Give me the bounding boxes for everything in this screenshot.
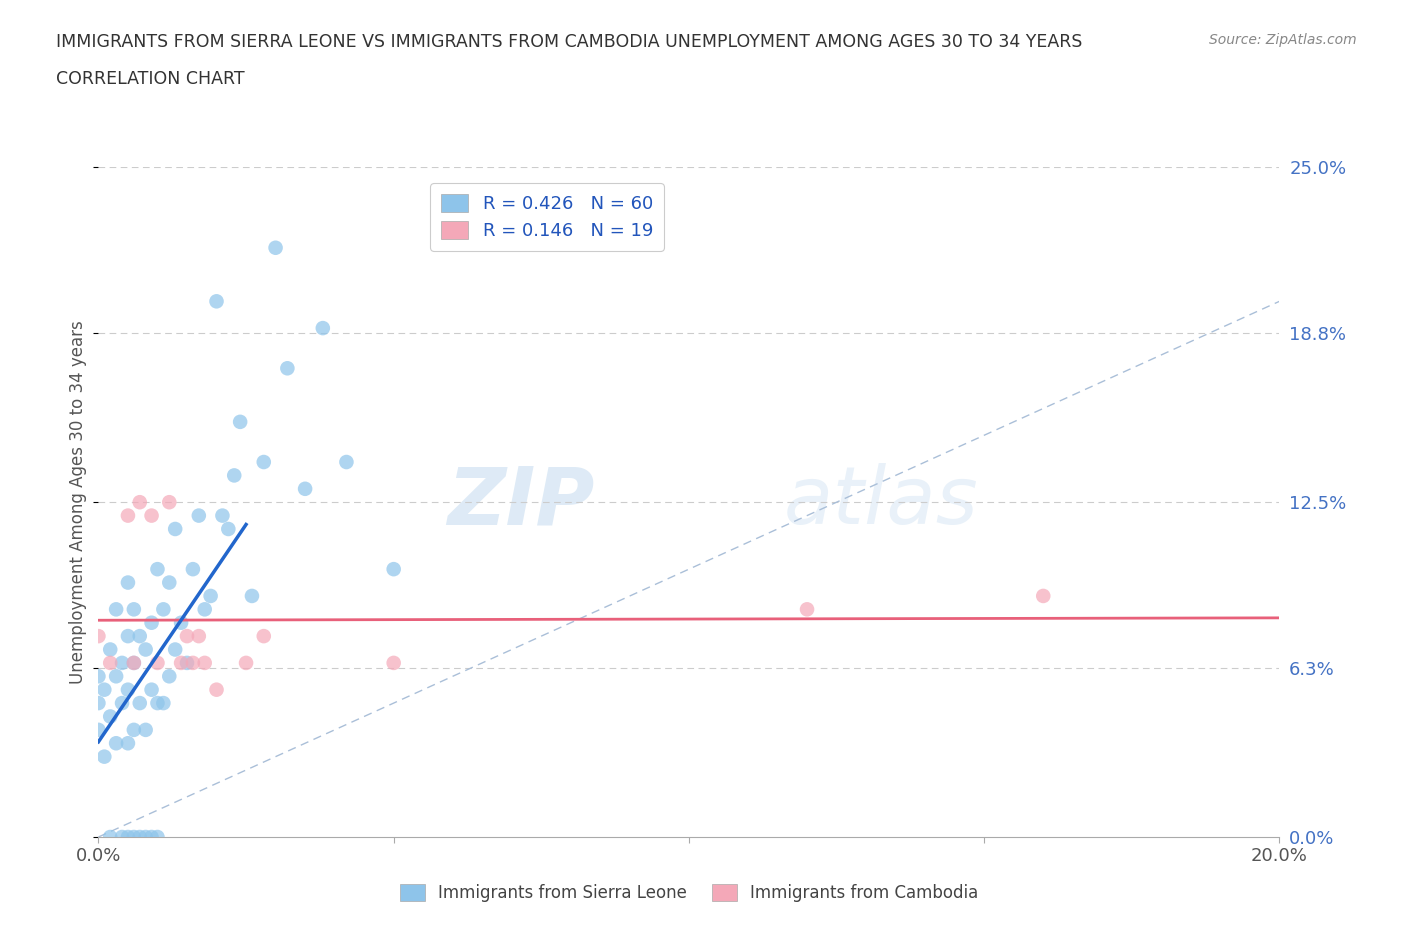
Point [105, 736, 128, 751]
Point [122, 602, 145, 617]
Point [146, 562, 169, 577]
Point [135, 642, 157, 657]
Point [128, 696, 150, 711]
Point [117, 736, 139, 751]
Point [98, 656, 121, 671]
Point [141, 616, 163, 631]
Point [122, 830, 145, 844]
Text: ZIP: ZIP [447, 463, 595, 541]
Point [176, 629, 198, 644]
Point [146, 656, 169, 671]
Point [111, 656, 134, 671]
Point [294, 482, 316, 497]
Point [98, 830, 121, 844]
Point [157, 669, 180, 684]
Point [117, 575, 139, 590]
Point [187, 629, 209, 644]
Point [128, 629, 150, 644]
Point [157, 575, 180, 590]
Point [224, 468, 246, 483]
Point [87, 629, 110, 644]
Point [128, 495, 150, 510]
Point [382, 562, 405, 577]
Point [93, 750, 115, 764]
Y-axis label: Unemployment Among Ages 30 to 34 years: Unemployment Among Ages 30 to 34 years [69, 320, 87, 684]
Legend: Immigrants from Sierra Leone, Immigrants from Cambodia: Immigrants from Sierra Leone, Immigrants… [392, 878, 986, 909]
Point [98, 709, 121, 724]
Point [211, 508, 233, 523]
Point [135, 723, 157, 737]
Point [152, 696, 174, 711]
Point [235, 656, 257, 671]
Point [117, 683, 139, 698]
Point [181, 656, 204, 671]
Point [264, 240, 287, 255]
Point [111, 830, 134, 844]
Point [87, 723, 110, 737]
Text: IMMIGRANTS FROM SIERRA LEONE VS IMMIGRANTS FROM CAMBODIA UNEMPLOYMENT AMONG AGES: IMMIGRANTS FROM SIERRA LEONE VS IMMIGRAN… [56, 33, 1083, 50]
Point [170, 616, 193, 631]
Point [98, 642, 121, 657]
Point [229, 415, 252, 430]
Point [194, 656, 217, 671]
Point [146, 830, 169, 844]
Point [105, 602, 128, 617]
Point [87, 669, 110, 684]
Point [141, 683, 163, 698]
Point [117, 508, 139, 523]
Point [796, 602, 818, 617]
Point [141, 830, 163, 844]
Point [87, 696, 110, 711]
Point [382, 656, 405, 671]
Point [111, 696, 134, 711]
Point [141, 508, 163, 523]
Point [276, 361, 298, 376]
Point [152, 602, 174, 617]
Point [93, 683, 115, 698]
Point [165, 522, 187, 537]
Point [128, 830, 150, 844]
Point [181, 562, 204, 577]
Point [240, 589, 263, 604]
Point [122, 723, 145, 737]
Point [200, 589, 222, 604]
Point [335, 455, 357, 470]
Text: atlas: atlas [783, 463, 979, 541]
Point [105, 669, 128, 684]
Point [135, 830, 157, 844]
Point [157, 495, 180, 510]
Point [117, 830, 139, 844]
Point [194, 602, 217, 617]
Point [170, 656, 193, 671]
Point [122, 656, 145, 671]
Point [165, 642, 187, 657]
Point [176, 656, 198, 671]
Text: CORRELATION CHART: CORRELATION CHART [56, 70, 245, 87]
Point [217, 522, 239, 537]
Point [1032, 589, 1054, 604]
Point [146, 696, 169, 711]
Point [312, 321, 335, 336]
Point [205, 683, 228, 698]
Point [253, 455, 276, 470]
Point [117, 629, 139, 644]
Text: Source: ZipAtlas.com: Source: ZipAtlas.com [1209, 33, 1357, 46]
Point [122, 656, 145, 671]
Point [205, 294, 228, 309]
Point [253, 629, 276, 644]
Point [187, 508, 209, 523]
